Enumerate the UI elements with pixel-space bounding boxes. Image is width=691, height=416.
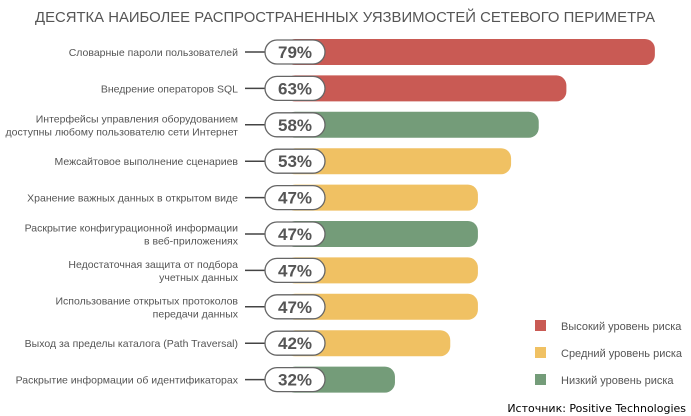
bar (285, 111, 539, 138)
category-label: Словарные пароли пользователей (69, 47, 238, 59)
bar-row: 47% Использование открытых протоколовпере… (55, 293, 478, 320)
value-pill (264, 257, 326, 284)
value-pill (264, 112, 326, 138)
value-label: 79% (278, 43, 312, 62)
legend-swatch (535, 347, 546, 358)
bar-row: 47% Хранение важных данных в открытом вид… (27, 184, 478, 211)
source-note: Источник: Positive Technologies (507, 402, 686, 415)
value-pill (264, 366, 326, 393)
category-label: Внедрение операторов SQL (101, 83, 238, 95)
category-label: Недостаточная защита от подбора (68, 259, 238, 271)
bar (285, 257, 478, 284)
bar-row: 79% Словарные пароли пользователей (69, 39, 655, 65)
category-label: Межсайтовое выполнение сценариев (54, 156, 238, 168)
value-label: 58% (278, 116, 312, 135)
value-pill (264, 75, 326, 102)
bar (285, 293, 478, 320)
legend-label: Средний уровень риска (561, 348, 683, 360)
chart-title: ДЕСЯТКА НАИБОЛЕЕ РАСПРОСТРАНЕННЫХ УЯЗВИМ… (35, 8, 655, 26)
bar (285, 330, 451, 357)
bar-row: 58% Интерфейсы управления оборудованиемдо… (6, 111, 539, 138)
category-label: передачи данных (153, 308, 239, 320)
value-pill (264, 148, 326, 174)
value-pill (264, 294, 326, 320)
value-pill (264, 184, 326, 211)
bar-row: 47% Недостаточная защита от подбораучетны… (68, 257, 478, 284)
category-label: Раскрытие информации об идентификаторах (16, 375, 239, 387)
category-label: Раскрытие конфигурационной информации (25, 223, 239, 235)
category-label: учетных данных (159, 272, 239, 284)
value-label: 63% (278, 79, 312, 98)
legend: Высокий уровень риска Средний уровень рис… (535, 320, 683, 387)
bar-row: 47% Раскрытие конфигурационной информации… (25, 221, 478, 248)
value-label: 53% (278, 152, 312, 171)
category-label: Использование открытых протоколов (55, 295, 238, 307)
bar-row: 32% Раскрытие информации об идентификатор… (16, 366, 395, 393)
value-label: 47% (278, 298, 312, 317)
legend-label: Высокий уровень риска (561, 321, 682, 333)
category-label: Выход за пределы каталога (Path Traversa… (25, 338, 238, 350)
legend-swatch (535, 320, 546, 331)
bar (285, 39, 655, 65)
category-label: доступны любому пользователю сети Интерн… (6, 126, 239, 138)
bar (285, 184, 478, 211)
value-label: 42% (278, 334, 312, 353)
value-pill (264, 330, 326, 356)
value-label: 47% (278, 225, 312, 244)
bar (285, 221, 478, 247)
category-label: в веб-приложениях (144, 236, 239, 248)
bar-row: 42% Выход за пределы каталога (Path Trave… (25, 330, 451, 357)
value-label: 47% (278, 189, 312, 208)
value-pill (264, 221, 326, 247)
bar-row: 63% Внедрение операторов SQL (101, 75, 567, 102)
category-label: Хранение важных данных в открытом виде (27, 193, 238, 205)
category-label: Интерфейсы управления оборудованием (36, 113, 238, 125)
bar (285, 148, 512, 175)
legend-swatch (535, 374, 546, 385)
bar (285, 75, 567, 102)
value-pill (264, 39, 326, 65)
legend-label: Низкий уровень риска (561, 375, 674, 387)
value-label: 32% (278, 371, 312, 390)
bar-row: 53% Межсайтовое выполнение сценариев (54, 148, 512, 175)
value-label: 47% (278, 261, 312, 280)
